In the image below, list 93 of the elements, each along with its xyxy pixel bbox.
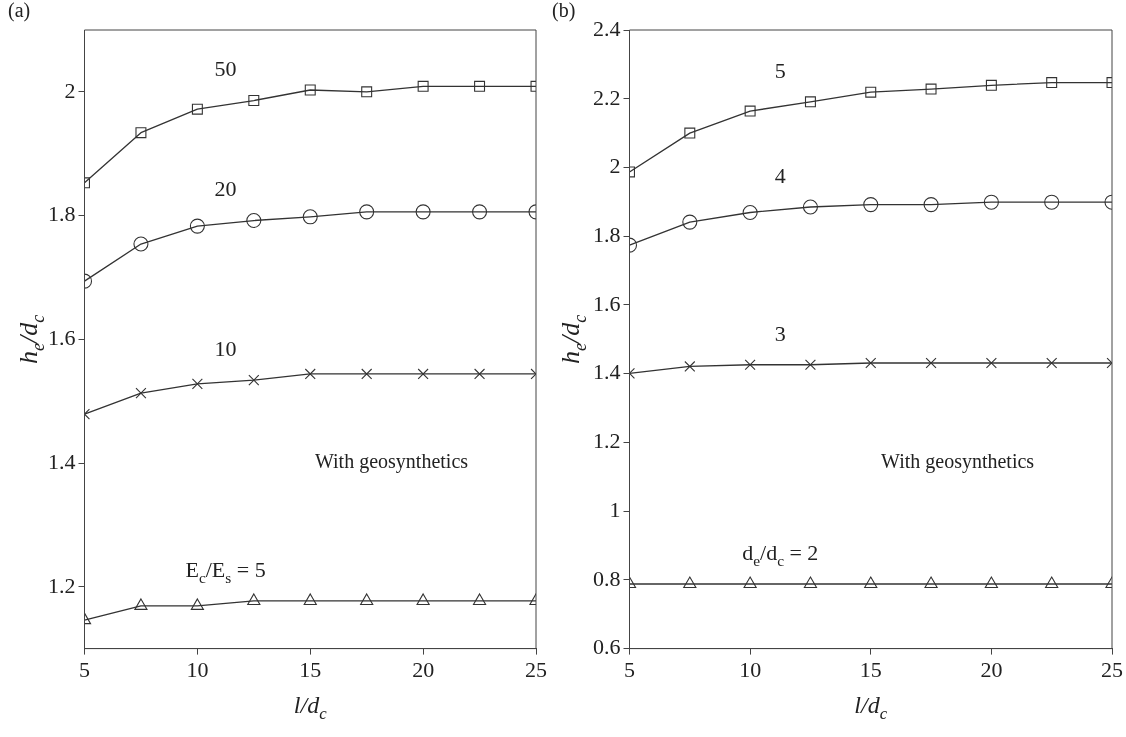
point [865, 357, 877, 369]
point [1046, 357, 1058, 369]
y-tick-label: 0.8 [593, 565, 621, 591]
y-tick-label: 1.6 [48, 325, 76, 351]
y-tick-label: 2 [609, 153, 621, 179]
point [684, 127, 696, 139]
point [190, 598, 204, 610]
point [191, 378, 203, 390]
point [134, 598, 148, 610]
point [923, 197, 939, 213]
point [865, 86, 877, 98]
point [744, 359, 756, 371]
point [682, 214, 698, 230]
point [304, 368, 316, 380]
point [802, 199, 818, 215]
x-tick-label: 25 [525, 656, 547, 682]
point [744, 105, 756, 117]
x-tick-label: 15 [859, 656, 882, 682]
y-tick-label: 1.4 [593, 359, 621, 385]
point [925, 357, 937, 369]
y-tick-label: 2 [64, 77, 76, 103]
point [359, 204, 375, 220]
y-tick-label: 1 [609, 496, 621, 522]
point [302, 209, 318, 225]
point [417, 368, 429, 380]
point [303, 593, 317, 606]
point [863, 197, 879, 213]
x-tick-label: 5 [624, 656, 635, 682]
point [925, 83, 937, 95]
series-label: 20 [214, 176, 237, 202]
point [804, 359, 816, 371]
point [361, 368, 373, 380]
y-axis-title: he/dc [13, 314, 48, 364]
point [360, 593, 374, 606]
x-tick-label: 15 [299, 656, 322, 682]
series-label: 50 [214, 56, 237, 82]
point [743, 576, 757, 589]
y-tick-label: 1.8 [593, 221, 621, 247]
series-label: 4 [774, 162, 786, 188]
y-tick-label: 1.2 [593, 428, 621, 454]
point [135, 127, 147, 139]
x-tick-label: 5 [79, 656, 90, 682]
point [135, 387, 147, 399]
point [985, 79, 997, 91]
point [474, 80, 486, 92]
point [983, 194, 999, 210]
point [248, 95, 260, 107]
point [683, 576, 697, 589]
point [684, 360, 696, 372]
series-label: 3 [774, 320, 786, 346]
point [189, 218, 205, 234]
point [247, 593, 261, 606]
y-tick-label: 0.6 [593, 634, 621, 660]
point [742, 204, 758, 221]
point [803, 576, 818, 589]
y-tick-label: 1.4 [48, 448, 76, 474]
point [248, 374, 260, 386]
point [1045, 576, 1059, 589]
point [415, 204, 431, 220]
y-tick-label: 1.8 [48, 201, 76, 227]
point [417, 80, 429, 92]
point [1044, 194, 1060, 210]
x-tick-label: 10 [739, 656, 762, 682]
y-tick-label: 1.2 [48, 572, 76, 598]
x-tick-label: 10 [186, 656, 209, 682]
y-tick-label: 2.4 [593, 15, 621, 41]
x-tick-label: 20 [980, 656, 1003, 682]
chart-title: (b) [552, 0, 576, 23]
x-tick-label: 25 [1101, 656, 1123, 682]
point [246, 212, 262, 229]
point [416, 593, 430, 606]
point [864, 576, 878, 589]
point [474, 368, 486, 380]
point [133, 236, 149, 252]
chart-title: (a) [8, 0, 31, 23]
y-axis-title: he/dc [555, 314, 590, 364]
x-tick-label: 20 [412, 656, 435, 682]
y-tick-label: 1.6 [593, 290, 621, 316]
point [924, 576, 938, 589]
series-label: 5 [774, 57, 786, 83]
point [191, 103, 203, 115]
series-label: 10 [214, 335, 237, 361]
annotation: With geosynthetics [314, 450, 469, 474]
point [472, 204, 488, 220]
point [361, 86, 373, 98]
y-tick-label: 2.2 [593, 84, 621, 110]
annotation: With geosynthetics [881, 450, 1035, 474]
point [472, 593, 487, 606]
point [984, 576, 998, 589]
point [1046, 77, 1058, 89]
point [304, 84, 316, 96]
point [804, 96, 816, 108]
point [985, 357, 997, 369]
